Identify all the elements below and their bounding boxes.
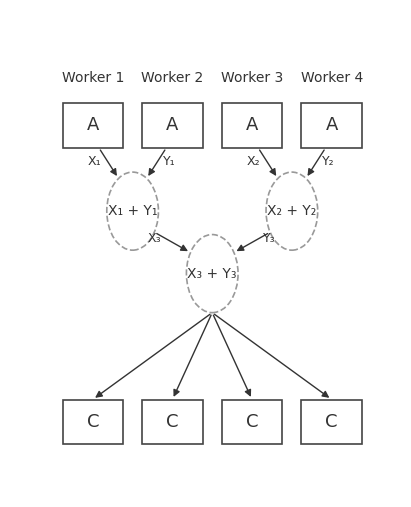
- Text: C: C: [246, 413, 258, 431]
- Bar: [62, 400, 123, 445]
- Bar: [301, 103, 362, 148]
- Text: Worker 1: Worker 1: [62, 71, 124, 85]
- Text: X₁: X₁: [88, 155, 101, 168]
- Text: A: A: [87, 116, 99, 134]
- Ellipse shape: [107, 172, 158, 250]
- Text: Worker 2: Worker 2: [141, 71, 203, 85]
- Text: X₂: X₂: [247, 155, 261, 168]
- Text: Y₂: Y₂: [322, 155, 335, 168]
- Text: Y₃: Y₃: [263, 232, 276, 245]
- Text: C: C: [166, 413, 179, 431]
- Ellipse shape: [187, 235, 238, 313]
- Text: X₂ + Y₂: X₂ + Y₂: [267, 204, 316, 218]
- Text: C: C: [87, 413, 99, 431]
- Text: A: A: [326, 116, 338, 134]
- Text: Worker 3: Worker 3: [221, 71, 283, 85]
- Ellipse shape: [266, 172, 318, 250]
- Bar: [142, 400, 203, 445]
- Text: X₁ + Y₁: X₁ + Y₁: [108, 204, 157, 218]
- Text: Y₁: Y₁: [163, 155, 175, 168]
- Text: X₃: X₃: [148, 232, 162, 245]
- Text: A: A: [166, 116, 179, 134]
- Bar: [142, 103, 203, 148]
- Bar: [222, 103, 282, 148]
- Text: A: A: [246, 116, 258, 134]
- Text: Worker 4: Worker 4: [300, 71, 363, 85]
- Bar: [62, 103, 123, 148]
- Bar: [222, 400, 282, 445]
- Text: C: C: [326, 413, 338, 431]
- Bar: [301, 400, 362, 445]
- Text: X₃ + Y₃: X₃ + Y₃: [187, 267, 237, 280]
